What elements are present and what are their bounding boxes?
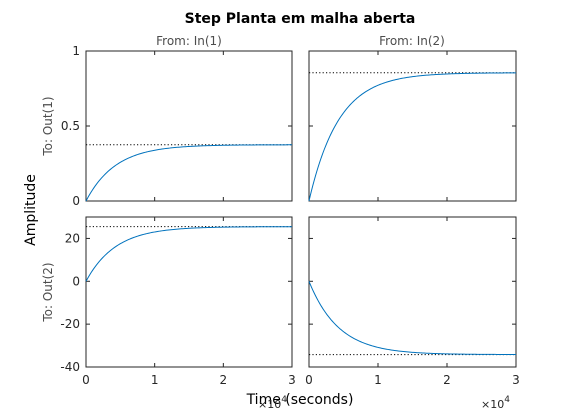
y-axis-label: Amplitude (23, 174, 39, 246)
column-label-in1: From: In(1) (156, 34, 222, 48)
step-response-curve-r2c2 (308, 281, 516, 355)
x-exponent-left: ×104 (258, 395, 287, 411)
axes-box-r1c2 (308, 50, 517, 202)
x-axis-label: Time (seconds) (246, 392, 354, 408)
row-label-out2: To: Out(2) (41, 262, 55, 322)
axes-box-r2c2 (308, 216, 517, 368)
y-tick-label: 0 (72, 274, 80, 288)
y-tick-label: 20 (65, 231, 80, 245)
y-tick-label: -20 (60, 317, 80, 331)
step-response-curve-r2c1 (85, 226, 293, 282)
y-tick-label: -40 (60, 360, 80, 374)
y-tick-label: 1 (72, 44, 80, 58)
x-exponent-right: ×104 (481, 395, 510, 411)
row-label-out1: To: Out(1) (41, 96, 55, 156)
step-response-curve-r1c2 (308, 72, 517, 202)
chart-title: Step Planta em malha aberta (185, 11, 416, 27)
x-tick-label: 2 (443, 373, 451, 387)
x-tick-label: 1 (151, 373, 159, 387)
y-tick-label: 0 (72, 194, 80, 208)
x-tick-label: 0 (82, 373, 90, 387)
step-response-curve-r1c1 (85, 144, 292, 202)
subplot-r2c1: -40 -20 0 20 0 1 2 3 (60, 216, 296, 387)
y-tick-label: 0.5 (61, 119, 80, 133)
x-tick-label: 1 (374, 373, 382, 387)
x-tick-label: 3 (288, 373, 296, 387)
axes-box-r1c1 (85, 50, 293, 202)
column-label-in2: From: In(2) (379, 34, 445, 48)
axes-box-r2c1 (85, 216, 293, 368)
x-tick-label: 3 (512, 373, 520, 387)
subplot-r1c1: 00.51 (61, 44, 293, 208)
x-tick-label: 2 (220, 373, 228, 387)
subplot-r2c2: 0 1 2 3 (305, 216, 520, 387)
subplot-r1c2 (308, 50, 517, 202)
x-tick-label: 0 (305, 373, 313, 387)
